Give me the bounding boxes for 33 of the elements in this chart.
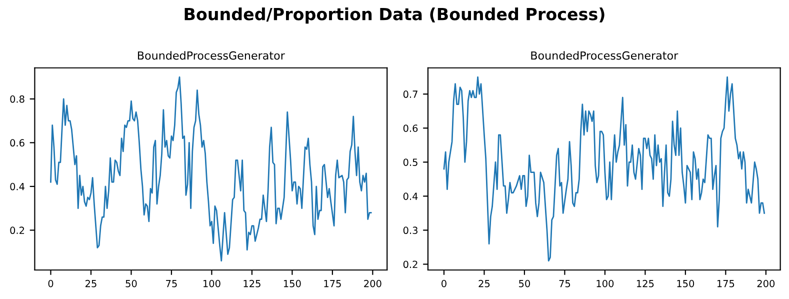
y-tick-label: 0.7: [403, 90, 418, 98]
x-tick-label: 175: [324, 280, 341, 288]
y-tick-label: 0.5: [403, 158, 418, 166]
x-tick-label: 75: [559, 280, 570, 288]
line-series: [50, 76, 372, 262]
x-tick-label: 50: [519, 280, 530, 288]
x-tick-label: 50: [126, 280, 137, 288]
x-tick-label: 200: [757, 280, 775, 288]
x-tick-label: 200: [364, 280, 382, 288]
x-tick-label: 25: [86, 280, 96, 288]
x-tick-label: 25: [478, 280, 490, 288]
y-tick-label: 0.4: [10, 182, 24, 190]
chart-title: BoundedProcessGenerator: [531, 51, 678, 60]
chart-title: BoundedProcessGenerator: [138, 51, 285, 60]
y-tick-label: 0.4: [403, 192, 418, 200]
text: Bounded/Proportion Data (Bounded Process): [184, 7, 604, 24]
y-tick-label: 0.2: [403, 260, 418, 268]
x-tick-label: 0: [442, 280, 446, 288]
y-tick-label: 0.2: [10, 226, 24, 234]
y-tick-label: 0.3: [403, 226, 418, 234]
x-tick-label: 100: [596, 280, 614, 288]
x-tick-label: 150: [677, 280, 694, 288]
x-tick-label: 175: [717, 280, 734, 288]
x-tick-label: 0: [48, 280, 54, 288]
x-tick-label: 125: [636, 280, 654, 288]
y-tick-label: 0.8: [10, 95, 24, 103]
x-tick-label: 100: [203, 280, 220, 288]
x-tick-label: 75: [166, 280, 177, 288]
x-tick-label: 125: [244, 280, 260, 288]
y-tick-label: 0.6: [403, 124, 418, 132]
line-series: [443, 76, 765, 262]
y-tick-label: 0.6: [10, 139, 24, 147]
x-tick-label: 150: [284, 280, 301, 288]
